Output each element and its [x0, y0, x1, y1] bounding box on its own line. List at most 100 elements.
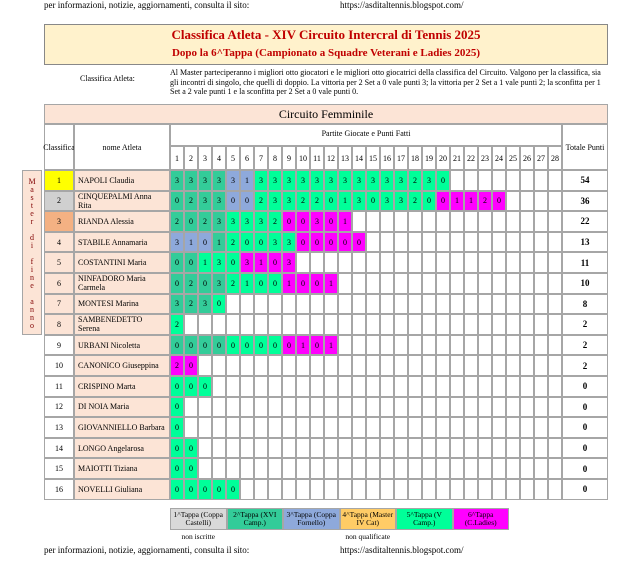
empty-cell	[324, 458, 338, 479]
empty-cell	[506, 211, 520, 232]
total: 8	[562, 293, 608, 315]
score-cell: 3	[352, 170, 366, 191]
empty-cell	[338, 396, 352, 418]
empty-cell	[408, 314, 422, 335]
empty-cell	[464, 293, 478, 315]
game-number: 9	[282, 146, 296, 170]
empty-cell	[394, 396, 408, 418]
empty-cell	[408, 231, 422, 253]
empty-cell	[478, 417, 492, 438]
empty-cell	[352, 211, 366, 232]
empty-cell	[310, 314, 324, 335]
empty-cell	[268, 437, 282, 459]
empty-cell	[548, 334, 562, 356]
empty-cell	[296, 417, 310, 438]
empty-cell	[492, 417, 506, 438]
empty-cell	[380, 273, 394, 294]
empty-cell	[226, 314, 240, 335]
empty-cell	[408, 273, 422, 294]
empty-cell	[422, 396, 436, 418]
empty-cell	[352, 396, 366, 418]
empty-cell	[282, 479, 296, 500]
empty-cell	[380, 437, 394, 459]
rank: 2	[44, 190, 74, 212]
total: 54	[562, 170, 608, 191]
game-number: 7	[254, 146, 268, 170]
empty-cell	[394, 437, 408, 459]
legend-note: non iscritte	[181, 531, 216, 541]
footer-site[interactable]: https://asditaltennis.blogspot.com/	[340, 545, 464, 555]
game-number: 12	[324, 146, 338, 170]
empty-cell	[240, 437, 254, 459]
score-cell: 0	[212, 293, 226, 315]
legend-item: 1^Tappa (Coppa Castelli)	[170, 508, 227, 530]
empty-cell	[184, 314, 198, 335]
score-cell: 0	[436, 170, 450, 191]
subtitle: Dopo la 6^Tappa (Campionato a Squadre Ve…	[171, 47, 481, 59]
game-number: 16	[380, 146, 394, 170]
empty-cell	[492, 273, 506, 294]
intro-label: Classifica Atleta:	[80, 74, 135, 83]
empty-cell	[366, 334, 380, 356]
empty-cell	[506, 458, 520, 479]
side-label: Master di fine anno	[22, 170, 42, 335]
empty-cell	[338, 252, 352, 273]
game-number: 1	[170, 146, 184, 170]
score-cell: 0	[324, 190, 338, 212]
score-cell: 0	[422, 190, 436, 212]
empty-cell	[394, 252, 408, 273]
empty-cell	[296, 437, 310, 459]
total: 0	[562, 396, 608, 418]
empty-cell	[380, 355, 394, 376]
empty-cell	[352, 252, 366, 273]
score-cell: 2	[408, 190, 422, 212]
empty-cell	[422, 273, 436, 294]
empty-cell	[436, 314, 450, 335]
empty-cell	[422, 417, 436, 438]
empty-cell	[520, 376, 534, 397]
empty-cell	[282, 458, 296, 479]
empty-cell	[254, 293, 268, 315]
empty-cell	[506, 231, 520, 253]
score-cell: 3	[394, 170, 408, 191]
game-number: 23	[478, 146, 492, 170]
score-cell: 3	[170, 231, 184, 253]
athlete-name: NINFADORO Maria Carmela	[74, 273, 170, 294]
score-cell: 0	[254, 334, 268, 356]
empty-cell	[366, 355, 380, 376]
rank: 7	[44, 293, 74, 315]
empty-cell	[520, 293, 534, 315]
empty-cell	[492, 376, 506, 397]
empty-cell	[548, 170, 562, 191]
athlete-name: MONTESI Marina	[74, 293, 170, 315]
total: 0	[562, 437, 608, 459]
score-cell: 2	[184, 273, 198, 294]
score-cell: 0	[184, 479, 198, 500]
empty-cell	[394, 273, 408, 294]
score-cell: 3	[380, 190, 394, 212]
total: 0	[562, 417, 608, 438]
score-cell: 0	[212, 334, 226, 356]
empty-cell	[254, 458, 268, 479]
empty-cell	[534, 231, 548, 253]
title-box	[44, 24, 608, 65]
empty-cell	[478, 314, 492, 335]
total: 2	[562, 314, 608, 335]
score-cell: 0	[184, 334, 198, 356]
score-cell: 1	[240, 170, 254, 191]
empty-cell	[394, 355, 408, 376]
empty-cell	[422, 314, 436, 335]
empty-cell	[506, 437, 520, 459]
athlete-name: RIANDA Alessia	[74, 211, 170, 232]
score-cell: 3	[282, 170, 296, 191]
empty-cell	[268, 355, 282, 376]
col-group: Partite Giocate e Punti Fatti	[170, 124, 562, 146]
score-cell: 3	[198, 170, 212, 191]
score-cell: 3	[310, 211, 324, 232]
site-link[interactable]: https://asditaltennis.blogspot.com/	[340, 0, 464, 10]
score-cell: 3	[212, 211, 226, 232]
rank: 14	[44, 437, 74, 459]
score-cell: 3	[380, 170, 394, 191]
game-number: 11	[310, 146, 324, 170]
empty-cell	[296, 293, 310, 315]
